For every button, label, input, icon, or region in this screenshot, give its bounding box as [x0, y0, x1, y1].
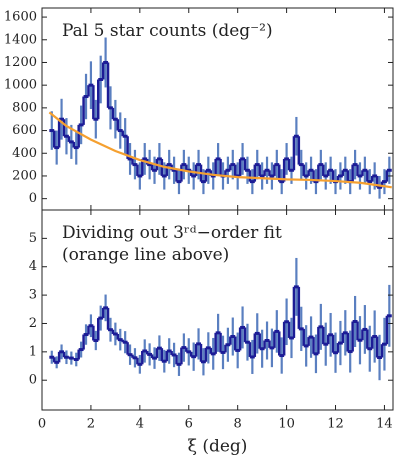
y-tick-label: 1200: [4, 55, 37, 70]
panel-title: Pal 5 star counts (deg⁻²): [62, 21, 273, 41]
x-axis-label: ξ (deg): [188, 437, 248, 457]
x-tick-label: 8: [234, 417, 242, 432]
x-tick-label: 2: [87, 417, 95, 432]
x-tick-label: 4: [136, 417, 144, 432]
y-tick-label: 0: [29, 191, 37, 206]
panel-title: Dividing out 3ʳᵈ−order fit: [62, 223, 282, 243]
y-tick-label: 1400: [4, 32, 37, 47]
y-tick-label: 1000: [4, 78, 37, 93]
y-tick-label: 1600: [4, 10, 37, 25]
y-tick-label: 0: [29, 373, 37, 388]
y-tick-label: 800: [12, 100, 37, 115]
x-tick-label: 0: [38, 417, 46, 432]
y-tick-label: 400: [12, 146, 37, 161]
x-tick-label: 6: [185, 417, 193, 432]
y-tick-label: 5: [29, 231, 37, 246]
fit-line: [48, 111, 392, 189]
x-tick-label: 12: [327, 417, 344, 432]
x-tick-label: 10: [278, 417, 295, 432]
plot-frame: [41, 209, 394, 411]
y-tick-label: 3: [29, 288, 37, 303]
x-tick-label: 14: [376, 417, 393, 432]
y-tick-label: 4: [29, 259, 37, 274]
panel-title: (orange line above): [62, 245, 229, 265]
y-tick-label: 200: [12, 168, 37, 183]
y-tick-label: 600: [12, 123, 37, 138]
y-tick-label: 1: [29, 344, 37, 359]
y-tick-label: 2: [29, 316, 37, 331]
